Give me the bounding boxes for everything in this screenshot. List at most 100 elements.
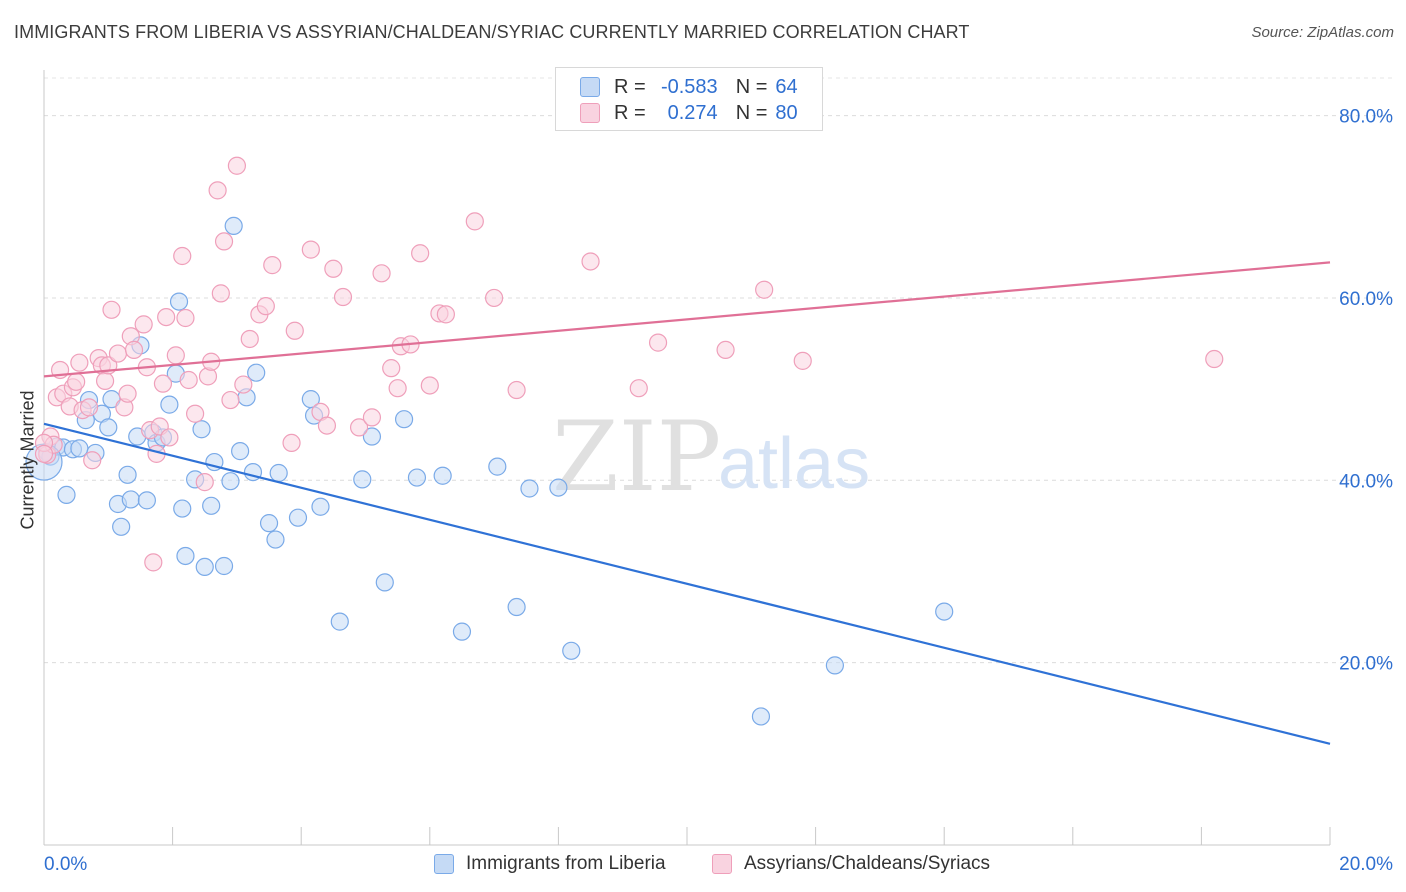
- point-assyrian: [208, 181, 227, 200]
- trend-line-liberia: [43, 422, 1331, 745]
- series-label-liberia: Immigrants from Liberia: [466, 853, 666, 874]
- legend-r-label: R =: [614, 101, 646, 124]
- legend-n-label: N =: [735, 75, 768, 98]
- data-points: [25, 156, 1224, 726]
- point-assyrian: [195, 473, 214, 492]
- trend-line-assyrian: [43, 261, 1331, 378]
- point-assyrian: [372, 264, 391, 283]
- point-liberia: [214, 556, 234, 576]
- x-tick-label: 20.0%: [1339, 854, 1393, 875]
- point-assyrian: [349, 418, 369, 437]
- point-assyrian: [221, 390, 240, 410]
- point-assyrian: [755, 280, 774, 299]
- watermark: ZIP atlas: [552, 401, 870, 513]
- point-assyrian: [382, 359, 401, 378]
- point-assyrian: [67, 372, 86, 391]
- point-liberia: [121, 490, 140, 509]
- point-assyrian: [507, 380, 526, 400]
- x-tick-label: 0.0%: [44, 854, 87, 875]
- point-assyrian: [70, 353, 89, 372]
- point-liberia: [102, 390, 121, 409]
- legend-r-value: -0.583: [660, 75, 718, 98]
- point-liberia: [195, 557, 214, 577]
- point-assyrian: [716, 340, 735, 360]
- point-assyrian: [485, 288, 504, 308]
- point-liberia: [221, 472, 240, 491]
- point-assyrian: [282, 433, 301, 453]
- point-liberia: [311, 497, 330, 516]
- point-assyrian: [144, 553, 163, 572]
- watermark-zip: ZIP: [552, 401, 721, 513]
- point-liberia: [247, 363, 266, 382]
- point-liberia: [362, 427, 382, 446]
- point-liberia: [176, 546, 195, 566]
- point-assyrian: [124, 340, 144, 360]
- point-liberia: [99, 418, 118, 437]
- point-assyrian: [436, 305, 455, 324]
- point-assyrian: [227, 156, 246, 175]
- point-liberia: [549, 478, 568, 497]
- point-assyrian: [160, 428, 179, 447]
- legend-row-liberia: R = -0.583 N = 64: [580, 75, 798, 99]
- point-liberia: [231, 442, 250, 461]
- point-assyrian: [211, 284, 230, 303]
- point-assyrian: [234, 375, 253, 394]
- point-liberia: [452, 622, 472, 641]
- point-liberia: [330, 612, 349, 631]
- point-assyrian: [581, 252, 600, 271]
- source-label: Source: ZipAtlas.com: [1251, 24, 1394, 41]
- point-liberia: [112, 517, 131, 536]
- point-liberia: [202, 496, 221, 515]
- point-assyrian: [34, 444, 54, 463]
- series-legend-liberia: Immigrants from Liberia: [434, 852, 666, 876]
- point-assyrian: [465, 212, 484, 231]
- y-tick-label: 80.0%: [1339, 107, 1393, 128]
- point-assyrian: [153, 374, 173, 393]
- axes: [43, 70, 1331, 846]
- point-assyrian: [388, 379, 407, 398]
- point-liberia: [433, 466, 452, 485]
- point-liberia: [269, 463, 288, 483]
- point-liberia: [266, 530, 285, 549]
- y-tick-label: 60.0%: [1339, 289, 1393, 310]
- series-swatch-assyrian: [712, 854, 732, 874]
- trend-lines: [43, 261, 1331, 745]
- point-assyrian: [629, 379, 648, 398]
- point-assyrian: [362, 408, 382, 427]
- series-swatch-liberia: [434, 854, 454, 874]
- point-assyrian: [256, 297, 275, 316]
- legend-swatch-assyrian: [580, 103, 600, 123]
- point-assyrian: [333, 287, 353, 307]
- series-legend-assyrian: Assyrians/Chaldeans/Syriacs: [712, 852, 990, 876]
- point-liberia: [173, 499, 192, 518]
- legend-n-label: N =: [735, 101, 768, 124]
- point-assyrian: [1205, 349, 1224, 369]
- point-liberia: [751, 707, 771, 726]
- point-liberia: [137, 491, 156, 510]
- series-label-assyrian: Assyrians/Chaldeans/Syriacs: [744, 853, 991, 874]
- point-assyrian: [263, 256, 282, 275]
- point-assyrian: [79, 398, 99, 417]
- point-liberia: [224, 216, 243, 236]
- point-assyrian: [173, 246, 192, 266]
- point-assyrian: [118, 384, 137, 403]
- point-assyrian: [95, 371, 115, 391]
- point-assyrian: [83, 451, 102, 470]
- chart-title: IMMIGRANTS FROM LIBERIA VS ASSYRIAN/CHAL…: [14, 22, 970, 42]
- point-assyrian: [102, 300, 121, 319]
- point-assyrian: [179, 370, 198, 390]
- point-liberia: [169, 292, 189, 311]
- point-liberia: [353, 470, 372, 489]
- legend-r-label: R =: [614, 75, 646, 98]
- point-assyrian: [324, 259, 343, 278]
- point-assyrian: [793, 351, 812, 370]
- point-assyrian: [240, 329, 259, 349]
- point-liberia: [507, 597, 526, 617]
- point-liberia: [394, 410, 414, 429]
- stats-legend: R = -0.583 N = 64 R = 0.274 N = 80: [555, 67, 823, 131]
- point-liberia: [488, 457, 507, 476]
- point-liberia: [520, 479, 539, 498]
- point-assyrian: [301, 240, 320, 259]
- point-assyrian: [285, 321, 304, 340]
